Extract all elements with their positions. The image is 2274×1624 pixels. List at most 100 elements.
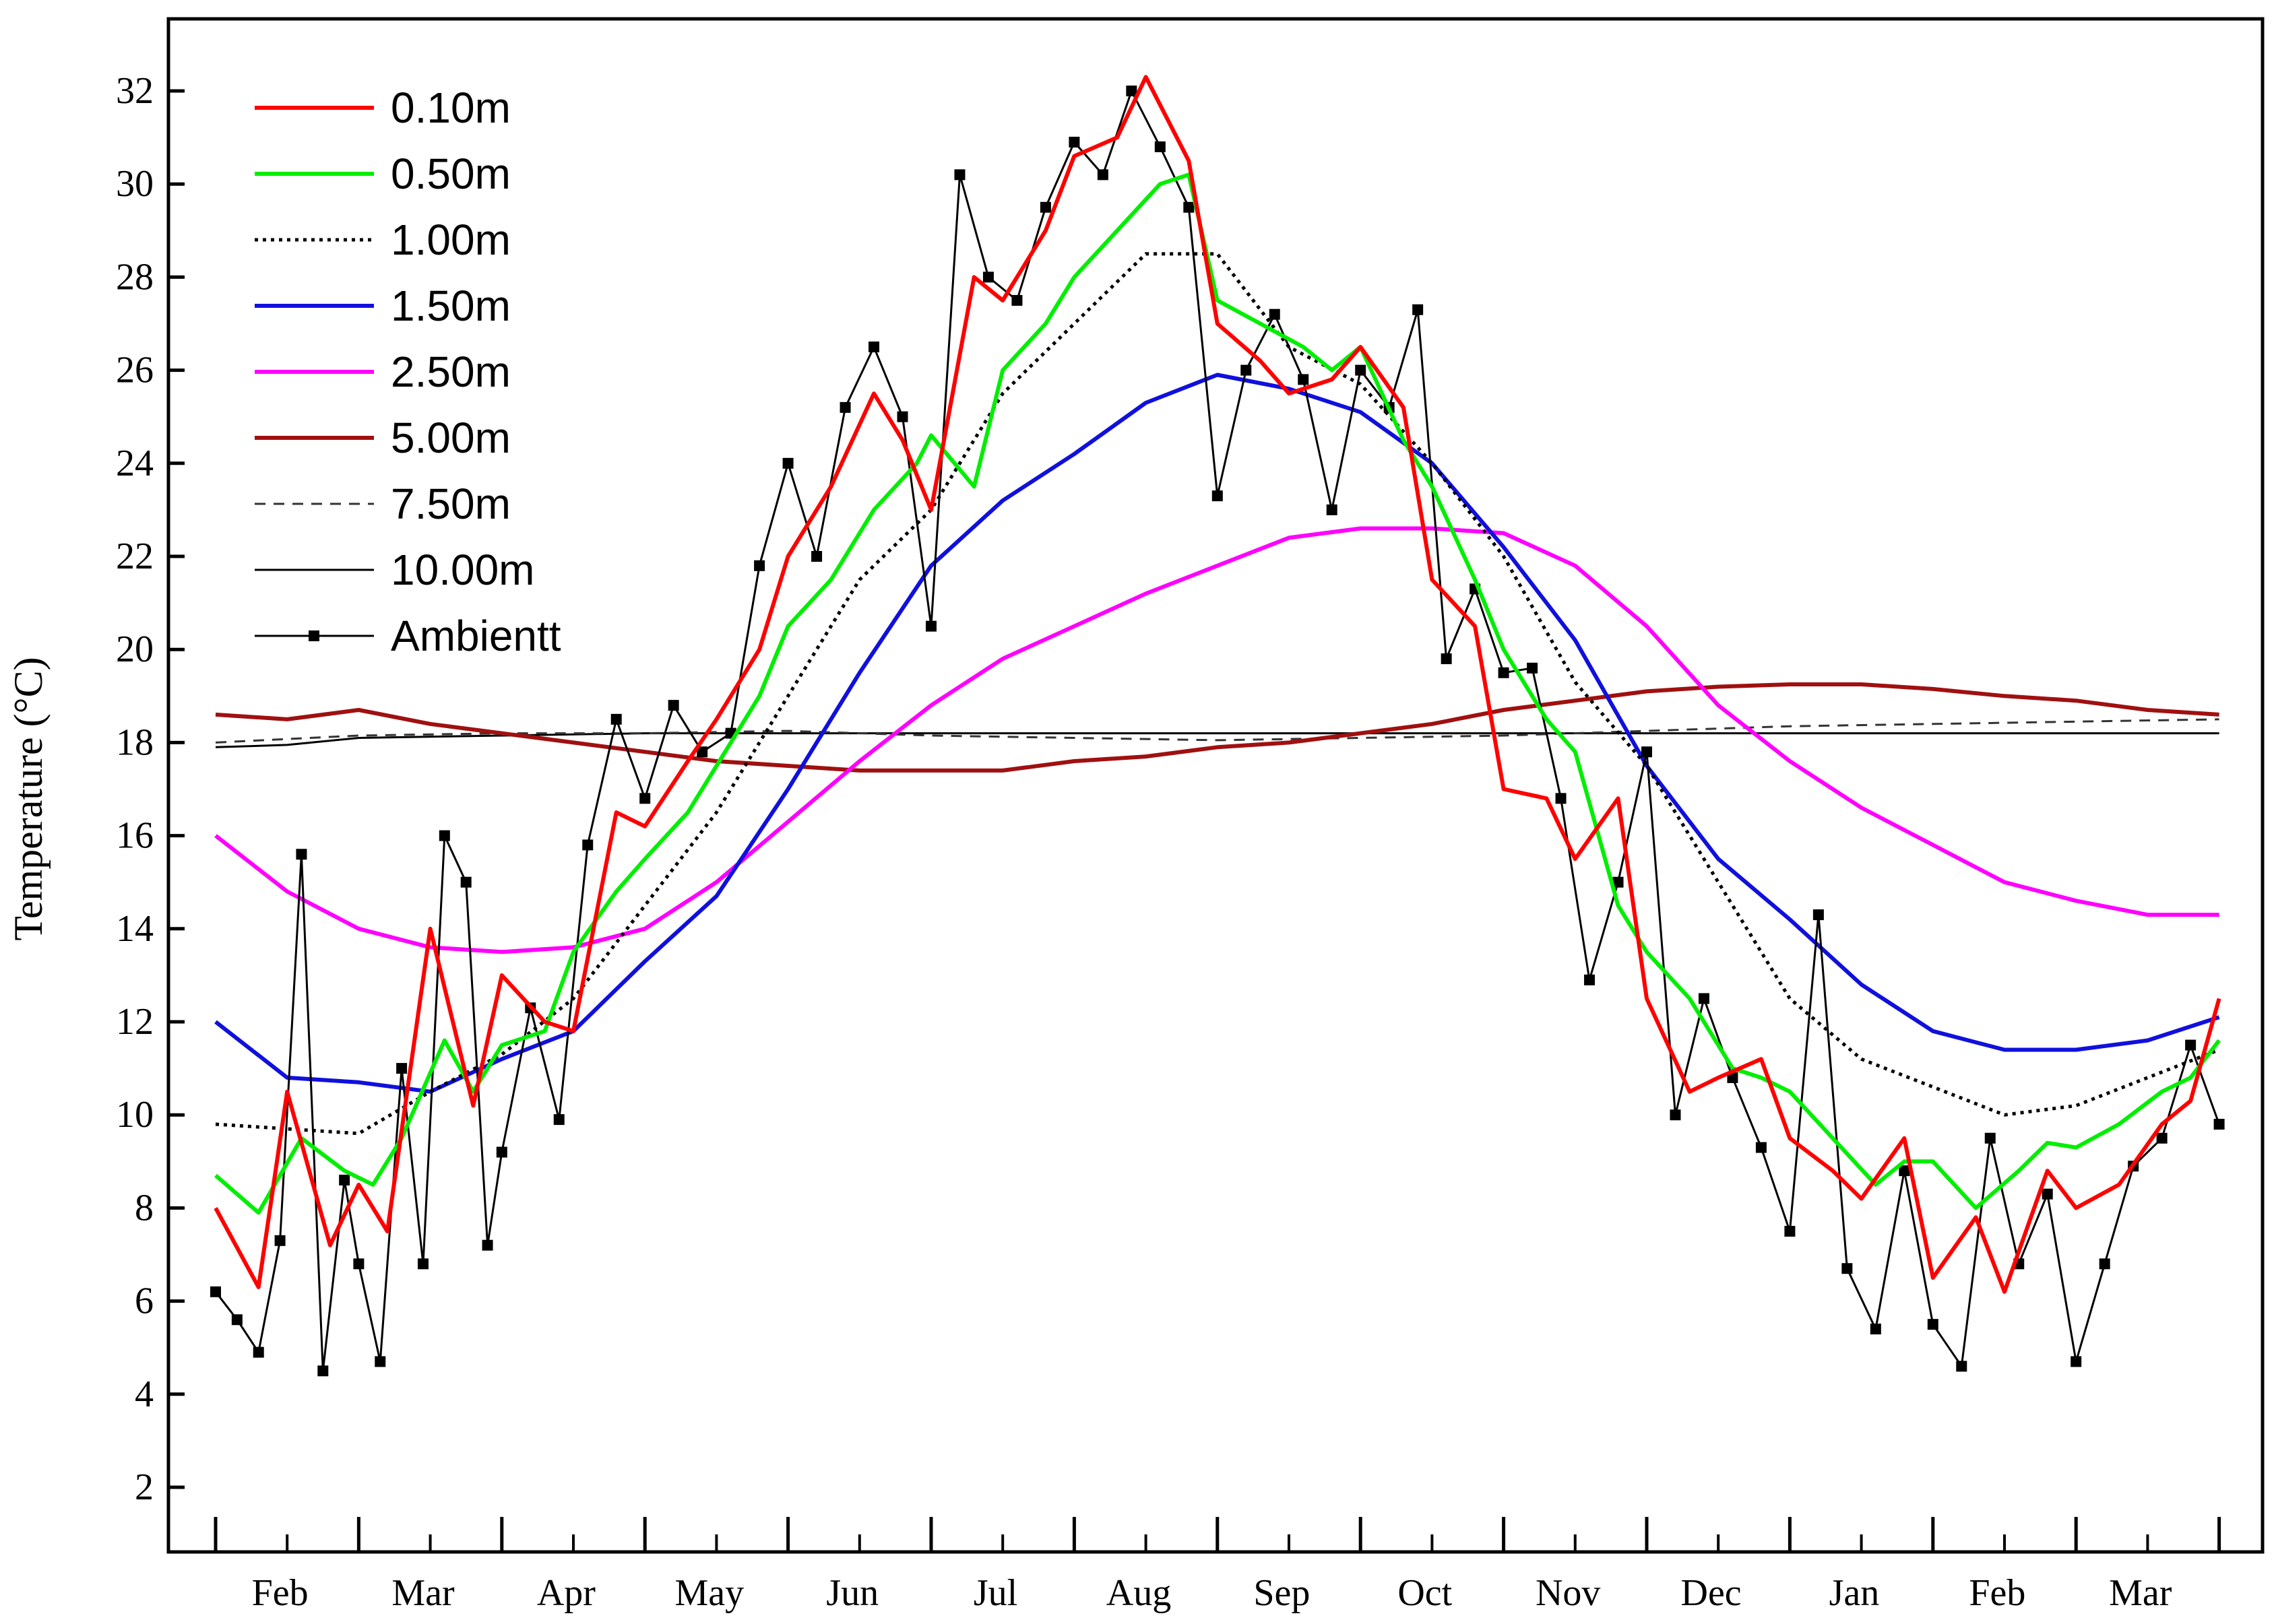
series-line-Ambientt [214, 90, 2221, 1372]
y-axis-title: Temperature (°C) [6, 657, 51, 940]
ambient-point [2213, 1119, 2225, 1130]
y-tick-label: 14 [116, 908, 154, 950]
x-tick-label: Jun [826, 1572, 879, 1614]
legend-label: 0.50m [391, 150, 511, 198]
ambient-point [375, 1356, 386, 1367]
ambient-point [1211, 490, 1223, 502]
series-line-0.50m [214, 172, 2221, 1215]
series-line-1.00m [215, 252, 2220, 1136]
x-tick-label: Mar [391, 1572, 455, 1614]
ambient-point [1527, 662, 1538, 674]
ambient-point [1441, 653, 1452, 665]
series-line-1.50m [214, 372, 2220, 1094]
x-tick-label: Sep [1253, 1572, 1310, 1614]
ambient-point [1612, 876, 1624, 888]
ambient-point [396, 1063, 408, 1074]
ambient-point [1670, 1109, 1681, 1121]
ambient-point [954, 169, 966, 181]
ambient-point [754, 560, 765, 571]
series-line-10.00m [215, 732, 2219, 748]
ambient-point [1040, 201, 1051, 213]
legend: 0.10m 0.50m 1.00m 1.50m 2.50m 5.00m 7.50m 10.00… [255, 84, 561, 660]
y-tick-label: 2 [135, 1466, 154, 1508]
ambient-point [274, 1235, 286, 1246]
ambient-point [1727, 1072, 1738, 1083]
x-tick-label: Feb [252, 1572, 309, 1614]
legend-label: Ambientt [391, 612, 561, 660]
ambient-point [868, 342, 880, 353]
ambient-point [253, 1346, 264, 1358]
ambient-point [460, 876, 472, 888]
x-tick-label: Feb [1969, 1572, 2025, 1614]
ambient-point [496, 1146, 507, 1158]
legend-label: 7.50m [391, 480, 511, 528]
ambient-point [610, 713, 622, 725]
series-line-5.00m [215, 682, 2219, 773]
ambient-point [2156, 1132, 2168, 1144]
ambient-point [2071, 1356, 2082, 1367]
ambient-point [1784, 1225, 1796, 1237]
ambient-point [639, 793, 651, 804]
ambient-point [317, 1365, 329, 1377]
ambient-point [582, 839, 594, 851]
ambient-point [1069, 137, 1080, 148]
ambient-point [1927, 1319, 1938, 1330]
ambient-point [353, 1258, 365, 1270]
series-layer [210, 75, 2225, 1377]
ambient-point [417, 1258, 429, 1270]
ambient-point [1841, 1263, 1853, 1274]
ambient-point [439, 830, 450, 841]
x-tick-label: Oct [1397, 1572, 1452, 1614]
ambient-point [339, 1174, 350, 1185]
ambient-point [1412, 304, 1424, 315]
y-tick-label: 12 [116, 1001, 154, 1043]
ambient-point [811, 551, 823, 562]
y-tick-label: 26 [116, 350, 154, 391]
ambient-point [1240, 364, 1252, 376]
ambient-point [482, 1239, 493, 1251]
ambient-point [982, 271, 994, 283]
legend-label: 10.00m [391, 546, 534, 594]
y-tick-label: 10 [116, 1094, 154, 1136]
ambient-point [926, 620, 937, 632]
y-tick-label: 24 [116, 443, 154, 484]
x-tick-label: Mar [2109, 1572, 2172, 1614]
legend-label: 1.00m [391, 216, 511, 264]
ambient-point [231, 1314, 243, 1326]
ambient-point [2185, 1039, 2197, 1051]
x-tick-label: Aug [1106, 1572, 1171, 1614]
ambient-point [1812, 909, 1824, 921]
ambient-point [782, 457, 794, 469]
ambient-point [1011, 294, 1023, 306]
y-tick-label: 22 [116, 535, 154, 577]
legend-label: 1.50m [391, 282, 511, 330]
ambient-point [1698, 993, 1709, 1004]
ambient-point [2099, 1258, 2110, 1270]
y-tick-label: 18 [116, 721, 154, 763]
legend-label: 2.50m [391, 348, 511, 396]
y-tick-label: 8 [135, 1187, 154, 1229]
legend-marker [309, 630, 319, 641]
series-line-0.10m [214, 75, 2221, 1294]
x-tick-label: Jul [974, 1572, 1017, 1614]
x-tick-label: Dec [1681, 1572, 1742, 1614]
ambient-point [1870, 1324, 1881, 1335]
ambient-point [553, 1114, 565, 1126]
ambient-point [1326, 504, 1337, 515]
ambient-point [1956, 1361, 1967, 1372]
ambient-point [840, 401, 851, 413]
ambient-point [2042, 1188, 2053, 1200]
series-line-2.50m [214, 526, 2219, 954]
x-tick-label: Apr [537, 1572, 596, 1614]
ambient-point [1641, 746, 1652, 758]
ambient-point [1126, 86, 1137, 96]
ambient-point [1183, 201, 1195, 213]
y-tick-label: 30 [116, 163, 154, 205]
legend-label: 5.00m [391, 414, 511, 462]
ambient-point [668, 700, 679, 711]
y-tick-label: 32 [116, 70, 154, 112]
ambient-point [697, 746, 708, 758]
x-tick-label: Nov [1536, 1572, 1600, 1614]
x-tick-label: May [674, 1572, 744, 1614]
y-tick-label: 28 [116, 256, 154, 298]
